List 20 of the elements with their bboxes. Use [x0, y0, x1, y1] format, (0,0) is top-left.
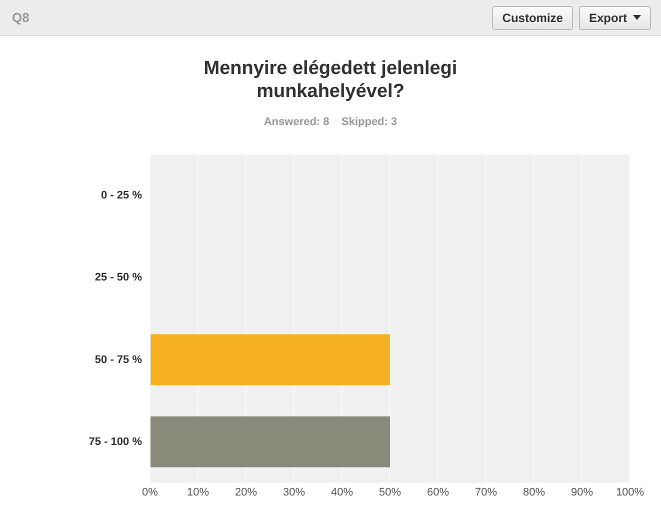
- chart-subtitle: Answered: 8 Skipped: 3: [262, 116, 398, 128]
- y-tick-label: 0 - 25 %: [101, 190, 142, 202]
- x-tick-label: 70%: [474, 486, 498, 498]
- x-tick-label: 50%: [378, 486, 402, 498]
- x-tick-label: 10%: [186, 486, 210, 498]
- x-tick-label: 100%: [616, 486, 644, 498]
- text: Q8: [12, 10, 30, 25]
- y-tick-label: 75 - 100 %: [88, 436, 142, 448]
- y-tick-label: 25 - 50 %: [94, 272, 142, 284]
- x-tick-label: 40%: [330, 486, 354, 498]
- x-tick-label: 60%: [426, 486, 450, 498]
- x-tick-label: 20%: [234, 486, 258, 498]
- chart-title: Mennyire elégedett jelenlegi munkahelyével?: [202, 57, 458, 103]
- x-tick-label: 90%: [570, 486, 594, 498]
- text: Export: [588, 10, 627, 24]
- x-tick-label: 30%: [282, 486, 306, 498]
- y-tick-label: 50 - 75 %: [94, 354, 142, 366]
- text: Customize: [502, 10, 563, 24]
- x-tick-label: 0%: [142, 486, 158, 498]
- x-tick-label: 80%: [522, 486, 546, 498]
